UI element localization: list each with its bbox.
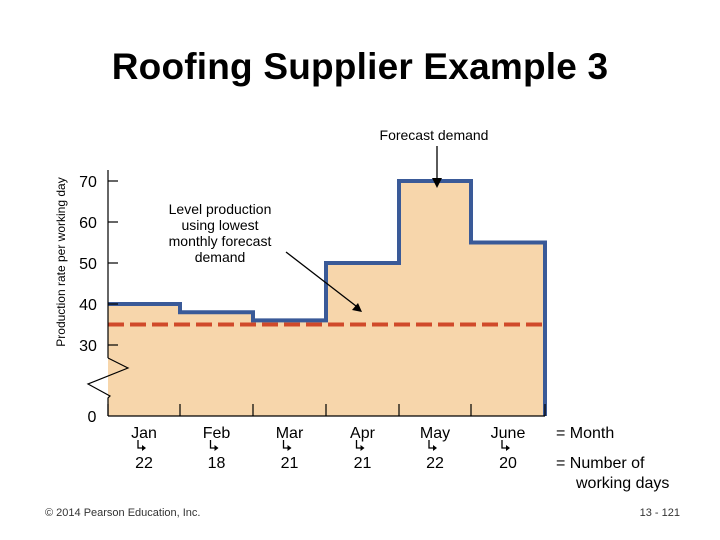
y-tick-label: 0	[88, 409, 97, 426]
level-arrow-icon	[285, 251, 357, 307]
month-label: June	[491, 425, 526, 442]
month-label: May	[420, 425, 450, 442]
month-arrow-head-icon	[506, 445, 510, 451]
legend-days-line2: working days	[575, 475, 669, 492]
working-days-label: 22	[135, 455, 153, 472]
chart-axes	[86, 170, 546, 417]
forecast-demand-line	[108, 179, 547, 416]
y-axis-label: Production rate per working day	[54, 177, 68, 346]
working-days-label: 18	[208, 455, 226, 472]
month-arrow-head-icon	[214, 445, 219, 451]
working-days-label: 22	[426, 455, 444, 472]
month-arrow-head-icon	[142, 445, 146, 451]
slide-title: Roofing Supplier Example 3	[111, 46, 609, 87]
slide-number: 13 - 121	[639, 507, 680, 519]
level-annotation-line2: using lowest	[181, 217, 258, 233]
y-tick-label: 30	[79, 338, 97, 355]
level-annotation-line4: demand	[195, 249, 246, 265]
month-arrow-head-icon	[287, 445, 292, 451]
month-arrow-head-icon	[360, 445, 365, 451]
month-label: Feb	[203, 425, 231, 442]
level-arrow-head-icon	[352, 303, 362, 312]
y-tick-label: 50	[79, 256, 97, 273]
forecast-arrow-head-icon	[432, 178, 442, 188]
y-axis-break	[86, 357, 130, 416]
y-tick-label: 70	[79, 174, 97, 191]
working-days-label: 20	[499, 455, 517, 472]
month-label: Apr	[350, 425, 376, 442]
level-annotation-line1: Level production	[169, 201, 272, 217]
working-days-label: 21	[354, 455, 372, 472]
working-days-label: 21	[281, 455, 299, 472]
chart-labels: 0 30 40 50 60 70 Production rate per working d…	[54, 127, 669, 492]
month-arrow-head-icon	[433, 445, 437, 451]
y-tick-label: 40	[79, 297, 97, 314]
forecast-annotation: Forecast demand	[380, 127, 489, 143]
copyright: © 2014 Pearson Education, Inc.	[45, 507, 201, 519]
legend-days-line1: = Number of	[556, 455, 645, 472]
chart-lines	[108, 179, 547, 416]
legend-month: = Month	[556, 425, 614, 442]
level-annotation-line3: monthly forecast	[169, 233, 272, 249]
month-label: Mar	[276, 425, 304, 442]
y-tick-label: 60	[79, 215, 97, 232]
month-label: Jan	[131, 425, 157, 442]
